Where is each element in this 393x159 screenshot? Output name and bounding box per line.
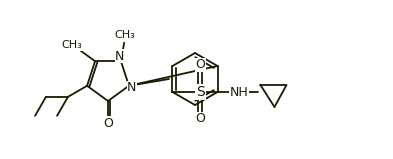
- Text: O: O: [196, 113, 206, 125]
- Text: O: O: [103, 117, 113, 130]
- Text: NH: NH: [230, 86, 249, 98]
- Text: N: N: [115, 50, 125, 63]
- Text: CH₃: CH₃: [115, 30, 136, 40]
- Text: S: S: [196, 85, 205, 99]
- Text: N: N: [127, 81, 137, 94]
- Text: O: O: [196, 59, 206, 72]
- Text: CH₃: CH₃: [62, 40, 82, 50]
